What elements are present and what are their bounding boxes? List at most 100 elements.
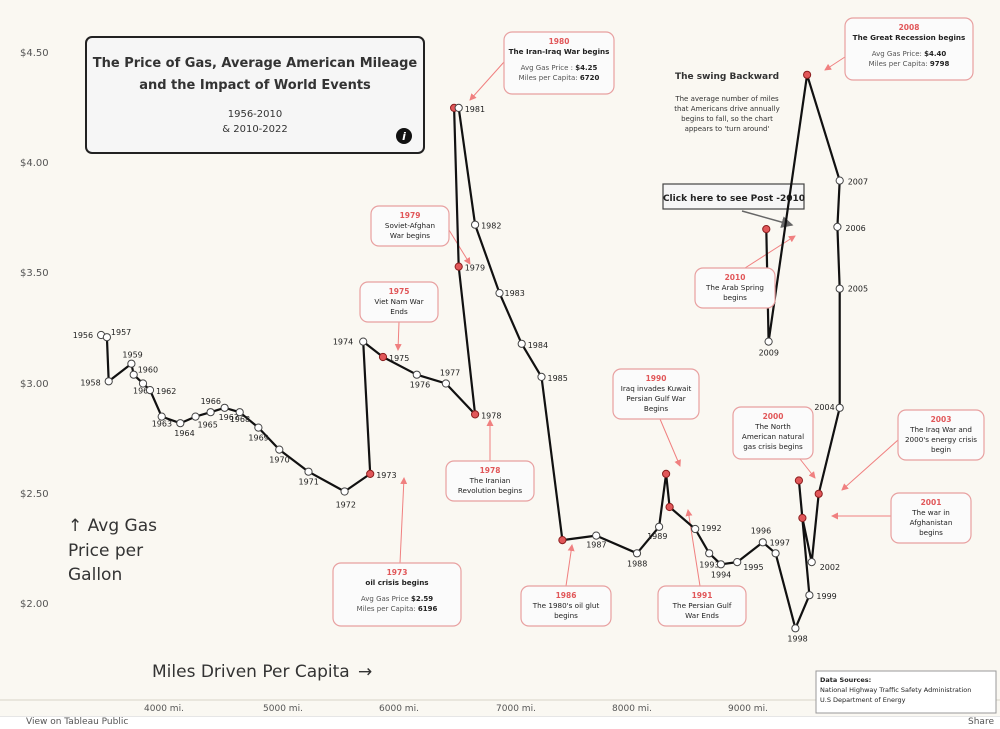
data-point-2006[interactable] bbox=[833, 222, 842, 231]
y-tick-label: $4.00 bbox=[20, 158, 49, 169]
data-point-1984[interactable] bbox=[517, 339, 526, 348]
data-point-1966[interactable] bbox=[206, 408, 215, 417]
point-label-2002: 2002 bbox=[820, 563, 840, 572]
data-point-1995[interactable] bbox=[733, 558, 742, 567]
data-point-1977[interactable] bbox=[441, 379, 450, 388]
data-point-2010[interactable] bbox=[762, 225, 771, 234]
data-point-1982[interactable] bbox=[471, 220, 480, 229]
data-point-2002[interactable] bbox=[807, 558, 816, 567]
data-point-1992[interactable] bbox=[691, 524, 700, 534]
data-point-1996[interactable] bbox=[758, 538, 767, 547]
y-tick-label: $3.50 bbox=[20, 268, 49, 279]
data-point-1989[interactable] bbox=[655, 522, 664, 531]
data-point-1981[interactable] bbox=[454, 103, 463, 113]
data-point-2001[interactable] bbox=[798, 513, 807, 523]
annotation-frame[interactable] bbox=[503, 31, 615, 95]
data-point-1983[interactable] bbox=[495, 289, 504, 298]
annotation-frame[interactable] bbox=[520, 585, 612, 627]
data-point-1963[interactable] bbox=[157, 412, 166, 421]
data-point-1959[interactable] bbox=[127, 359, 136, 368]
annotation-year: 2001 bbox=[921, 498, 942, 507]
data-point-1961[interactable] bbox=[138, 379, 148, 388]
data-point-1971[interactable] bbox=[304, 467, 313, 476]
data-point-1965[interactable] bbox=[191, 412, 200, 421]
annotation-text: American natural bbox=[742, 432, 804, 441]
data-point-1958[interactable] bbox=[104, 377, 113, 386]
data-point-1974[interactable] bbox=[359, 337, 368, 346]
annotation-frame[interactable] bbox=[370, 205, 450, 247]
data-point-2008[interactable] bbox=[803, 70, 812, 79]
point-label-1956: 1956 bbox=[73, 331, 93, 340]
data-point-1962[interactable] bbox=[145, 386, 155, 395]
data-point-1970[interactable] bbox=[275, 445, 284, 454]
data-point-2003[interactable] bbox=[814, 489, 823, 498]
data-point-1979[interactable] bbox=[454, 262, 463, 271]
annotation-text: gas crisis begins bbox=[743, 442, 803, 451]
data-point-1999[interactable] bbox=[805, 591, 814, 600]
data-point-1975[interactable] bbox=[378, 352, 388, 362]
post-2010-button-frame[interactable] bbox=[662, 183, 805, 210]
data-point-1988[interactable] bbox=[632, 549, 642, 558]
point-label-1995: 1995 bbox=[743, 563, 763, 572]
data-point-1998[interactable] bbox=[791, 624, 800, 633]
data-point-2005[interactable] bbox=[835, 284, 844, 293]
annotation-frame[interactable] bbox=[359, 281, 439, 323]
data-point-1964[interactable] bbox=[176, 419, 185, 428]
post-2010-button-label[interactable]: Click here to see Post -2010 bbox=[663, 194, 805, 204]
annotation-frame[interactable] bbox=[897, 409, 985, 461]
annotation-arrow-2010 bbox=[744, 235, 796, 269]
annotation-stat: Avg Gas Price $2.59 bbox=[361, 595, 433, 603]
post-2010-button[interactable]: Click here to see Post -2010 bbox=[662, 183, 805, 228]
data-point-1978[interactable] bbox=[471, 410, 480, 419]
data-point-1967[interactable] bbox=[220, 403, 229, 412]
share-button[interactable]: Share bbox=[968, 717, 994, 727]
annotation-frame[interactable] bbox=[657, 585, 747, 627]
annotation-stat: Miles per Capita: 6196 bbox=[357, 605, 438, 613]
annotation-frame[interactable] bbox=[332, 562, 462, 627]
data-point-1972[interactable] bbox=[340, 487, 349, 496]
annotation-frame[interactable] bbox=[612, 368, 700, 420]
data-point-1976[interactable] bbox=[412, 370, 421, 379]
annotation-frame[interactable] bbox=[844, 17, 974, 81]
data-point-2000[interactable] bbox=[794, 476, 804, 485]
data-point-2004[interactable] bbox=[835, 403, 844, 412]
data-point-1993[interactable] bbox=[705, 549, 714, 558]
view-on-tableau-link[interactable]: View on Tableau Public bbox=[26, 717, 129, 727]
data-point-1991[interactable] bbox=[665, 502, 674, 512]
annotation-frame[interactable] bbox=[732, 406, 814, 460]
data-point-1960[interactable] bbox=[129, 370, 138, 379]
swing-note: The swing Backward The average number of… bbox=[674, 72, 780, 133]
data-point-1997[interactable] bbox=[771, 549, 780, 558]
info-icon[interactable]: i bbox=[396, 128, 412, 144]
data-point-1973[interactable] bbox=[366, 469, 375, 478]
data-point-1994[interactable] bbox=[716, 560, 726, 569]
data-point-1987[interactable] bbox=[592, 531, 601, 540]
data-point-1990[interactable] bbox=[662, 469, 671, 478]
annotation-text: The Arab Spring bbox=[705, 283, 764, 292]
data-point-1957[interactable] bbox=[102, 333, 112, 342]
data-point-1985[interactable] bbox=[537, 372, 546, 381]
annotation-arrow-2000 bbox=[799, 458, 816, 479]
data-point-1968[interactable] bbox=[235, 408, 244, 417]
annotation-text: Soviet-Afghan bbox=[385, 221, 435, 230]
annotation-frame[interactable] bbox=[694, 267, 776, 309]
data-point-2009[interactable] bbox=[764, 337, 773, 346]
annotation-frame[interactable] bbox=[445, 460, 535, 502]
annotation-frame[interactable] bbox=[890, 492, 972, 544]
data-point-1969[interactable] bbox=[254, 423, 263, 432]
data-point-2007[interactable] bbox=[835, 176, 844, 185]
data-point-1986[interactable] bbox=[558, 536, 567, 545]
